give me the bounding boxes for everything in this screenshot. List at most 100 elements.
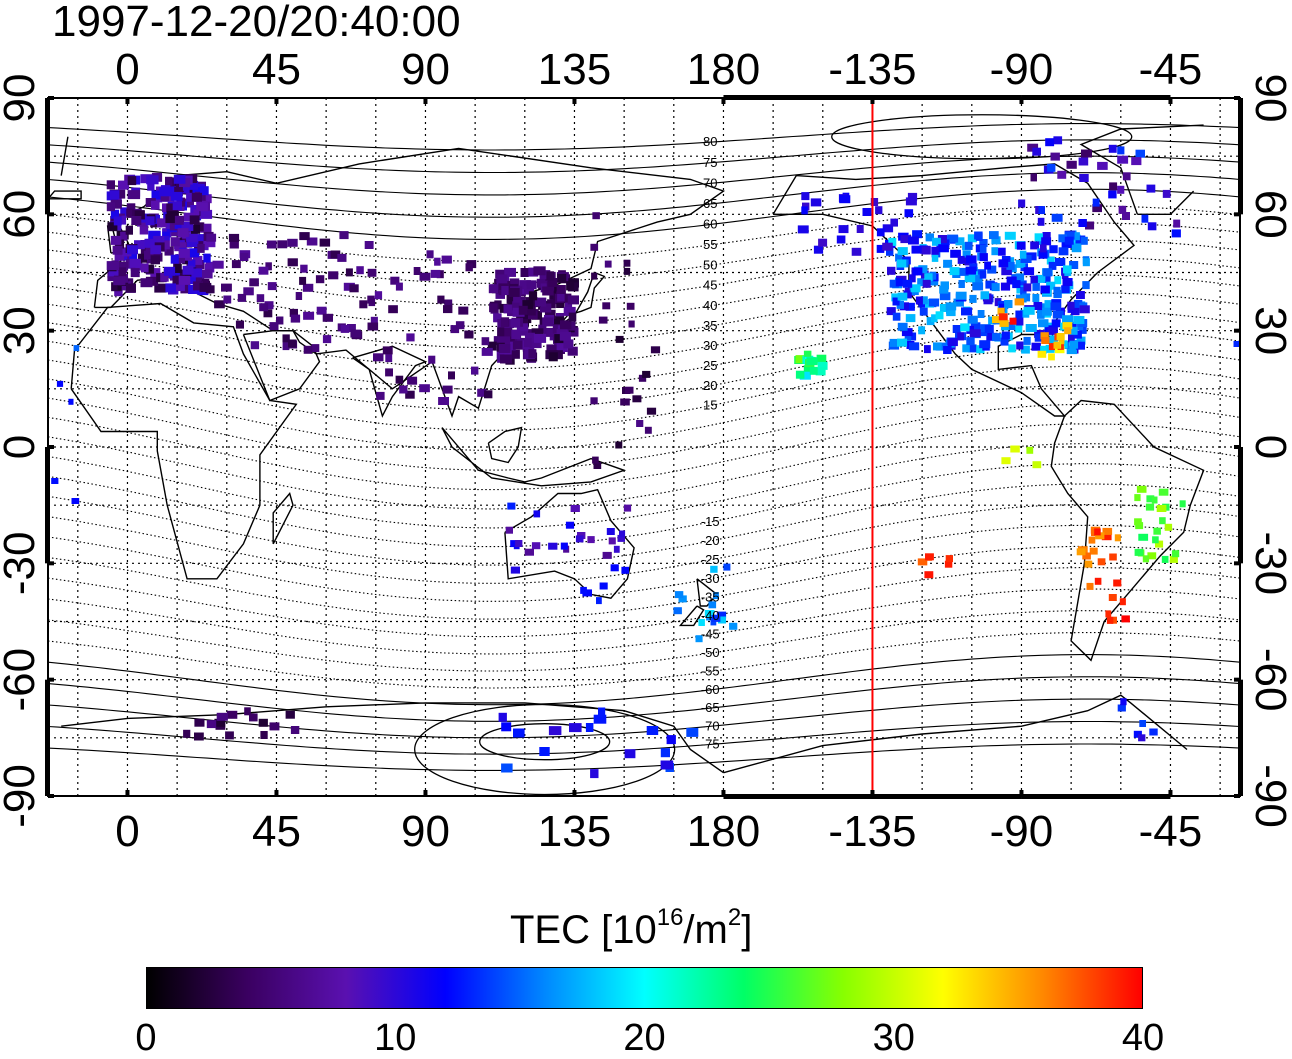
tec-cell bbox=[544, 309, 556, 319]
tec-cell bbox=[1004, 231, 1016, 240]
tec-cell bbox=[710, 565, 718, 573]
tec-cell bbox=[529, 339, 542, 349]
tec-cell bbox=[1040, 332, 1049, 340]
tec-cell bbox=[506, 294, 518, 304]
contour-line bbox=[47, 256, 1241, 327]
tec-cell bbox=[200, 186, 209, 196]
tec-cell bbox=[182, 265, 194, 275]
tec-cell bbox=[1073, 330, 1082, 339]
tec-cell bbox=[1095, 532, 1105, 540]
tec-cell bbox=[882, 224, 894, 233]
tec-cell bbox=[111, 282, 122, 292]
tec-cell bbox=[1001, 457, 1011, 465]
tec-cell bbox=[533, 510, 541, 518]
tec-cell bbox=[542, 317, 554, 327]
frame-bar-left bbox=[45, 679, 50, 796]
tec-cell bbox=[285, 710, 295, 719]
contour-line bbox=[47, 139, 1241, 174]
tec-cell bbox=[904, 209, 914, 218]
contour-line bbox=[47, 292, 1241, 370]
tec-cell bbox=[145, 198, 156, 207]
tec-cell bbox=[126, 203, 136, 213]
tec-cell bbox=[817, 361, 828, 370]
tec-cell bbox=[678, 595, 687, 603]
tec-cell bbox=[1089, 547, 1098, 555]
tec-cell bbox=[290, 726, 300, 734]
tec-cell bbox=[221, 283, 232, 292]
tec-cell bbox=[524, 285, 534, 295]
tec-cell bbox=[187, 180, 199, 190]
tec-cell bbox=[964, 274, 976, 283]
colorbar-tick-label: 20 bbox=[623, 1017, 666, 1059]
tec-cell bbox=[602, 551, 612, 559]
frame-bar-top bbox=[723, 95, 1022, 100]
tec-cell bbox=[969, 329, 981, 338]
contour-line bbox=[47, 654, 1241, 706]
tec-cell bbox=[925, 553, 934, 561]
lon-tick-mark bbox=[274, 98, 279, 104]
tec-cell bbox=[512, 340, 525, 350]
tec-cell bbox=[1038, 250, 1048, 259]
tec-cell bbox=[193, 281, 203, 291]
tec-cell bbox=[240, 253, 249, 261]
tec-cell bbox=[593, 462, 602, 469]
tec-cell bbox=[374, 291, 383, 300]
tec-cell bbox=[965, 241, 973, 250]
tec-cell bbox=[496, 274, 508, 284]
tec-cell bbox=[813, 245, 824, 254]
tec-cell bbox=[1122, 212, 1130, 220]
tec-cell bbox=[146, 175, 159, 185]
tec-cell bbox=[192, 255, 203, 265]
lon-tick-label-top: 135 bbox=[538, 45, 611, 94]
tec-cell bbox=[370, 316, 378, 325]
lat-tick-mark bbox=[48, 328, 54, 333]
tec-cell bbox=[624, 386, 634, 394]
tec-cell bbox=[192, 187, 205, 197]
tec-cell bbox=[1025, 324, 1037, 332]
tec-cell bbox=[519, 280, 531, 290]
tec-cell bbox=[1046, 281, 1056, 290]
tec-cell bbox=[524, 338, 532, 348]
tec-cell bbox=[795, 370, 805, 379]
tec-cell bbox=[243, 287, 254, 296]
tec-cell bbox=[1051, 319, 1061, 328]
tec-cell bbox=[500, 327, 513, 337]
tec-cell bbox=[632, 395, 642, 403]
tec-cell bbox=[902, 279, 913, 288]
tec-cell bbox=[406, 333, 415, 342]
tec-cell bbox=[646, 726, 659, 735]
tec-cell bbox=[1012, 280, 1021, 289]
tec-cell bbox=[189, 248, 200, 258]
tec-cell bbox=[1020, 286, 1027, 295]
coastline-indonesia bbox=[441, 427, 627, 487]
tec-cell bbox=[900, 235, 912, 244]
tec-cell bbox=[197, 243, 205, 253]
tec-cell bbox=[967, 344, 977, 353]
tec-cell bbox=[1106, 616, 1114, 624]
tec-cell bbox=[698, 619, 705, 626]
tec-cell bbox=[1109, 553, 1117, 561]
tec-cell bbox=[646, 407, 657, 415]
contour-line bbox=[47, 188, 1241, 240]
tec-cell bbox=[624, 749, 636, 759]
tec-cell bbox=[546, 344, 559, 354]
contour-label: 80 bbox=[703, 134, 717, 149]
contour-label: 45 bbox=[703, 278, 717, 293]
tec-cell bbox=[962, 344, 970, 353]
tec-cell bbox=[1079, 305, 1090, 314]
tec-cell bbox=[552, 316, 565, 326]
tec-cell bbox=[185, 275, 196, 285]
tec-cell bbox=[801, 192, 810, 201]
tec-cell bbox=[907, 192, 918, 201]
tec-cell bbox=[570, 505, 580, 512]
tec-cell bbox=[107, 222, 118, 232]
lat-tick-label-left: 60 bbox=[0, 190, 44, 239]
tec-cell bbox=[181, 238, 193, 248]
tec-cell bbox=[405, 390, 415, 399]
tec-cell bbox=[889, 279, 899, 288]
lon-tick-mark bbox=[1168, 98, 1173, 104]
tec-cell bbox=[912, 230, 923, 239]
tec-cell bbox=[1135, 149, 1145, 158]
tec-cell bbox=[1081, 149, 1092, 158]
tec-cell bbox=[489, 303, 498, 313]
